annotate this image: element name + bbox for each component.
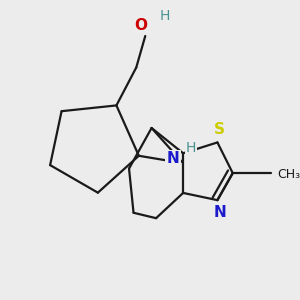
- Text: H: H: [160, 9, 170, 23]
- Text: N: N: [167, 151, 179, 166]
- Text: CH₃: CH₃: [277, 168, 300, 182]
- Text: S: S: [214, 122, 225, 137]
- Text: N: N: [214, 205, 226, 220]
- Text: O: O: [134, 18, 147, 33]
- Text: H: H: [186, 141, 196, 155]
